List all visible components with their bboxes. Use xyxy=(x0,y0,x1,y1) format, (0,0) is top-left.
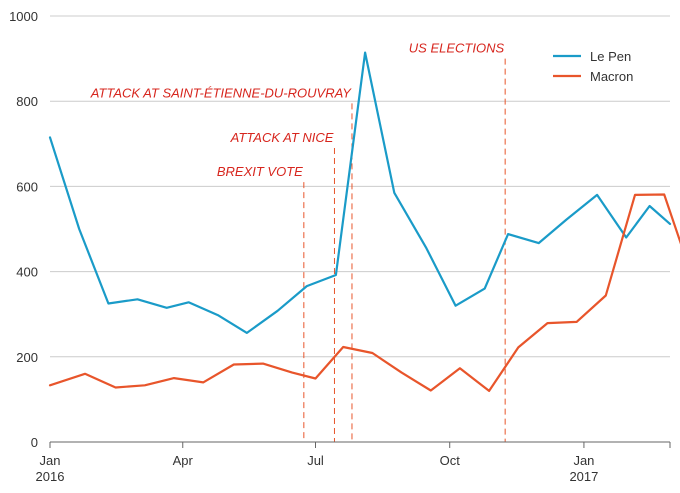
grid-lines xyxy=(50,15,670,358)
y-tick-label: 800 xyxy=(16,94,38,109)
y-tick-label: 0 xyxy=(31,435,38,450)
x-tick-year-label: 2016 xyxy=(36,469,65,484)
x-tick-year-label: 2017 xyxy=(569,469,598,484)
x-tick-label: Apr xyxy=(173,453,194,468)
x-tick-label: Jan xyxy=(40,453,61,468)
event-label: ATTACK AT SAINT-ÉTIENNE-DU-ROUVRAY xyxy=(90,85,353,100)
x-tick-label: Jul xyxy=(307,453,324,468)
x-tick-label: Oct xyxy=(440,453,461,468)
legend-label: Le Pen xyxy=(590,49,631,64)
y-tick-label: 200 xyxy=(16,350,38,365)
event-label: ATTACK AT NICE xyxy=(230,130,334,145)
y-tick-label: 1000 xyxy=(9,9,38,24)
x-tick-label: Jan xyxy=(573,453,594,468)
event-annotations: BREXIT VOTE ATTACK AT NICE ATTACK AT SAINT… xyxy=(90,41,506,442)
series-line-1 xyxy=(48,193,680,392)
legend-label: Macron xyxy=(590,69,633,84)
y-tick-label: 400 xyxy=(16,265,38,280)
legend: Le Pen Macron xyxy=(553,49,633,84)
event-label: US ELECTIONS xyxy=(409,41,505,56)
event-label: BREXIT VOTE xyxy=(217,164,303,179)
series-line-0 xyxy=(48,51,672,334)
series-lines xyxy=(48,51,680,392)
y-tick-label: 600 xyxy=(16,179,38,194)
